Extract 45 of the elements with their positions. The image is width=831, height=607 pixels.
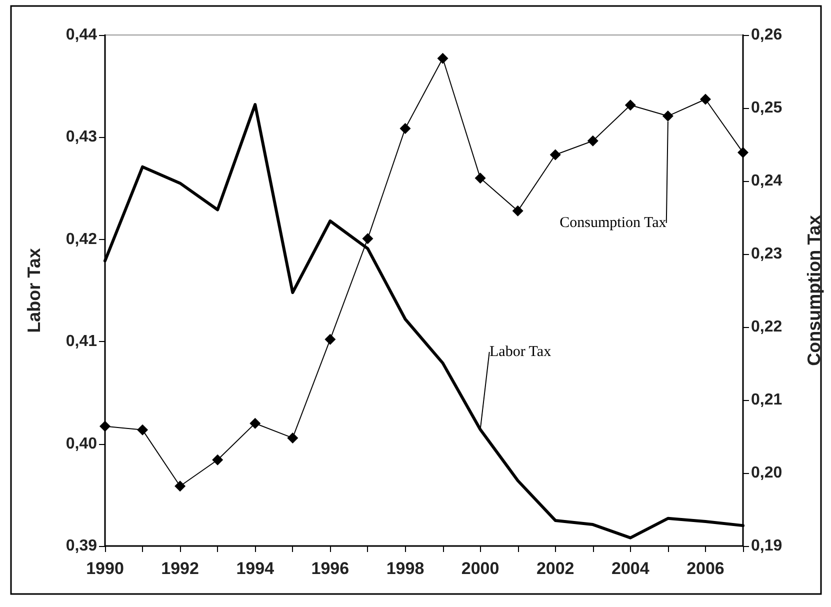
- point: [700, 94, 711, 105]
- x-tick-label: 1998: [386, 559, 424, 578]
- y2-axis-title: Consumption Tax: [804, 215, 824, 366]
- y2-tick-label: 0,20: [751, 464, 782, 482]
- y-tick-label: 0,41: [66, 333, 98, 350]
- point: [437, 52, 448, 64]
- text: Labor Tax: [490, 344, 552, 360]
- y-tick-label: 0,44: [66, 26, 98, 44]
- point: [587, 135, 598, 146]
- point: [250, 418, 261, 429]
- point: [100, 420, 110, 432]
- point: [400, 122, 411, 134]
- y-tick-label: 0,43: [66, 128, 98, 146]
- point: [362, 233, 374, 244]
- y2-tick-label: 0,23: [751, 246, 782, 262]
- x-tick-label: 1992: [161, 559, 199, 578]
- point: [324, 334, 336, 345]
- y2-tick-label: 0,25: [751, 100, 782, 116]
- x-tick-label: 2002: [536, 559, 574, 578]
- y-tick-label: 0,40: [66, 435, 98, 452]
- x-tick-label: 1990: [86, 559, 124, 578]
- y2-tick-label: 0,21: [751, 392, 782, 408]
- text: Consumption Tax: [560, 215, 667, 232]
- y2-tick-label: 0,26: [751, 26, 782, 44]
- point: [174, 480, 186, 492]
- point: [624, 100, 636, 111]
- y2-tick-label: 0,19: [751, 538, 782, 554]
- point: [550, 149, 561, 160]
- point: [662, 110, 674, 122]
- y2-tick-label: 0,22: [751, 318, 782, 336]
- point: [474, 172, 486, 184]
- y-axis-title: Labor Tax: [24, 248, 44, 333]
- y-tick-label: 0,42: [66, 230, 98, 248]
- point: [212, 454, 224, 466]
- x-tick-label: 1994: [236, 559, 275, 578]
- point: [512, 205, 524, 216]
- y2-tick-label: 0,24: [751, 172, 782, 190]
- point: [287, 432, 298, 444]
- x-tick-label: 2000: [461, 559, 500, 578]
- x-tick-label: 2006: [686, 559, 724, 578]
- point: [738, 147, 748, 158]
- y-tick-label: 0,39: [66, 538, 98, 554]
- x-tick-label: 2004: [612, 559, 650, 578]
- point: [137, 424, 148, 436]
- x-tick-label: 1996: [311, 559, 350, 578]
